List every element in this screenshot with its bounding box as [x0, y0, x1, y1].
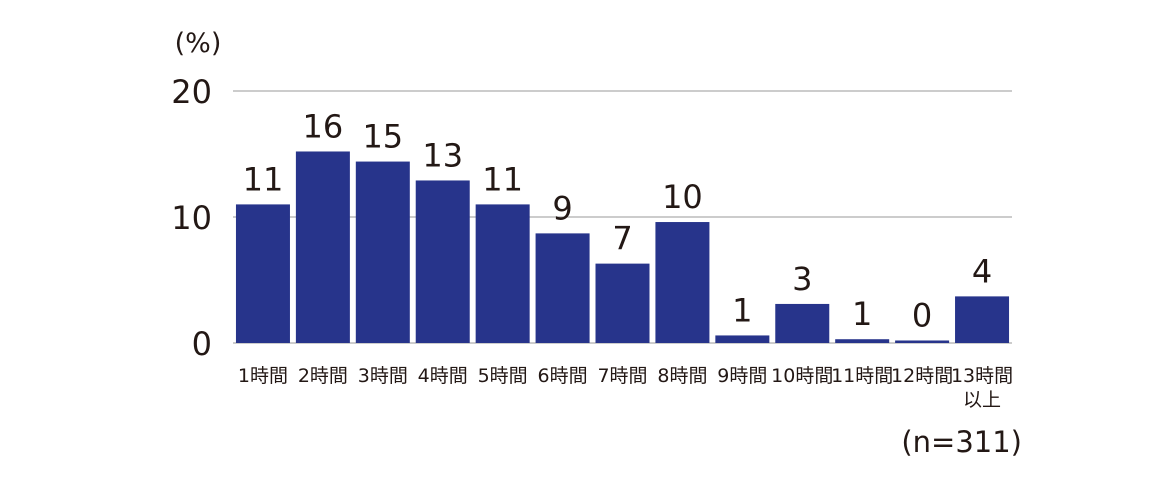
data-label: 11	[243, 160, 284, 198]
bar	[655, 222, 710, 343]
y-axis-unit-label: (%)	[175, 28, 222, 59]
data-label: 15	[362, 118, 403, 156]
bar	[475, 204, 530, 343]
bar	[955, 296, 1010, 343]
data-label: 10	[662, 178, 703, 216]
bar	[355, 161, 410, 343]
y-tick-label: 10	[171, 199, 212, 237]
data-label: 1	[852, 295, 872, 333]
bar	[295, 151, 350, 343]
data-label: 7	[612, 220, 632, 258]
bar	[235, 204, 290, 343]
y-tick-label: 20	[171, 73, 212, 111]
data-label: 1	[732, 291, 752, 329]
x-tick-label: 11時間	[831, 365, 893, 387]
x-tick-label: 2時間	[298, 365, 348, 387]
bar	[895, 340, 950, 343]
x-tick-label: 7時間	[597, 365, 647, 387]
data-label: 11	[482, 160, 523, 198]
sample-size-annotation: (n=311)	[901, 425, 1022, 459]
bar	[835, 339, 890, 343]
x-tick-label: 3時間	[358, 365, 408, 387]
data-label: 13	[422, 136, 463, 174]
data-label: 3	[792, 260, 812, 298]
x-tick-label: 10時間	[771, 365, 833, 387]
y-tick-label: 0	[192, 325, 212, 363]
x-tick-label: 6時間	[538, 365, 588, 387]
data-label: 4	[972, 252, 992, 290]
data-label: 16	[303, 107, 344, 145]
data-label: 9	[552, 189, 572, 227]
bar	[415, 180, 470, 343]
x-tick-label: 9時間	[717, 365, 767, 387]
x-tick-label: 13時間以上	[951, 365, 1013, 411]
x-tick-label: 12時間	[891, 365, 953, 387]
x-tick-label: 5時間	[478, 365, 528, 387]
bar	[535, 233, 590, 343]
x-tick-label: 8時間	[657, 365, 707, 387]
data-label: 0	[912, 296, 932, 334]
bar	[715, 335, 770, 343]
x-tick-label: 1時間	[238, 365, 288, 387]
x-tick-label: 4時間	[418, 365, 468, 387]
bar	[595, 263, 650, 343]
bar	[775, 303, 830, 343]
